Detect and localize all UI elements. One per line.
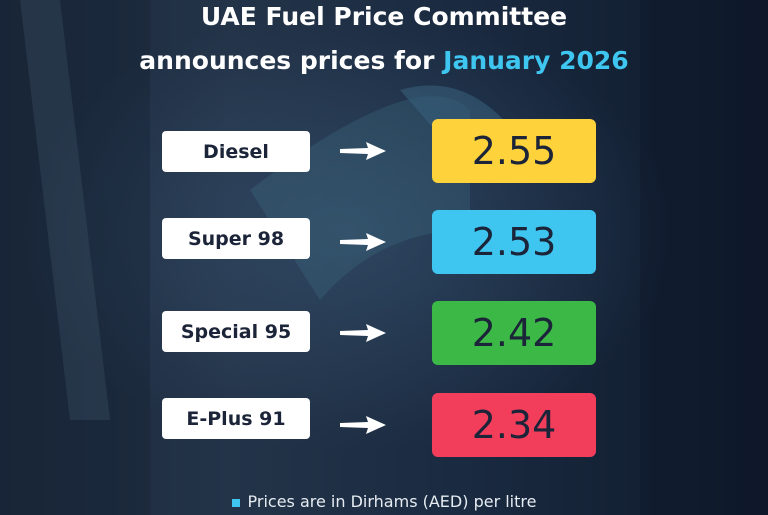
fuel-label: Diesel (162, 131, 310, 172)
arrow-right-icon (340, 142, 386, 160)
price-box: 2.53 (432, 210, 596, 274)
arrow-right-icon (340, 416, 386, 434)
arrow-right-icon (340, 233, 386, 251)
arrow-right-icon (340, 324, 386, 342)
footnote-text: Prices are in Dirhams (AED) per litre (247, 492, 537, 511)
title-prefix: announces prices for (139, 46, 444, 75)
fuel-label: E-Plus 91 (162, 398, 310, 439)
title-line-2: announces prices for January 2026 (0, 46, 768, 75)
bullet-square-icon (231, 498, 240, 507)
footnote: Prices are in Dirhams (AED) per litre (0, 492, 768, 511)
title-month: January 2026 (443, 46, 629, 75)
fuel-label: Special 95 (162, 311, 310, 352)
fuel-label: Super 98 (162, 218, 310, 259)
price-box: 2.55 (432, 119, 596, 183)
price-box: 2.34 (432, 393, 596, 457)
title-line-1: UAE Fuel Price Committee (200, 2, 568, 31)
price-box: 2.42 (432, 301, 596, 365)
